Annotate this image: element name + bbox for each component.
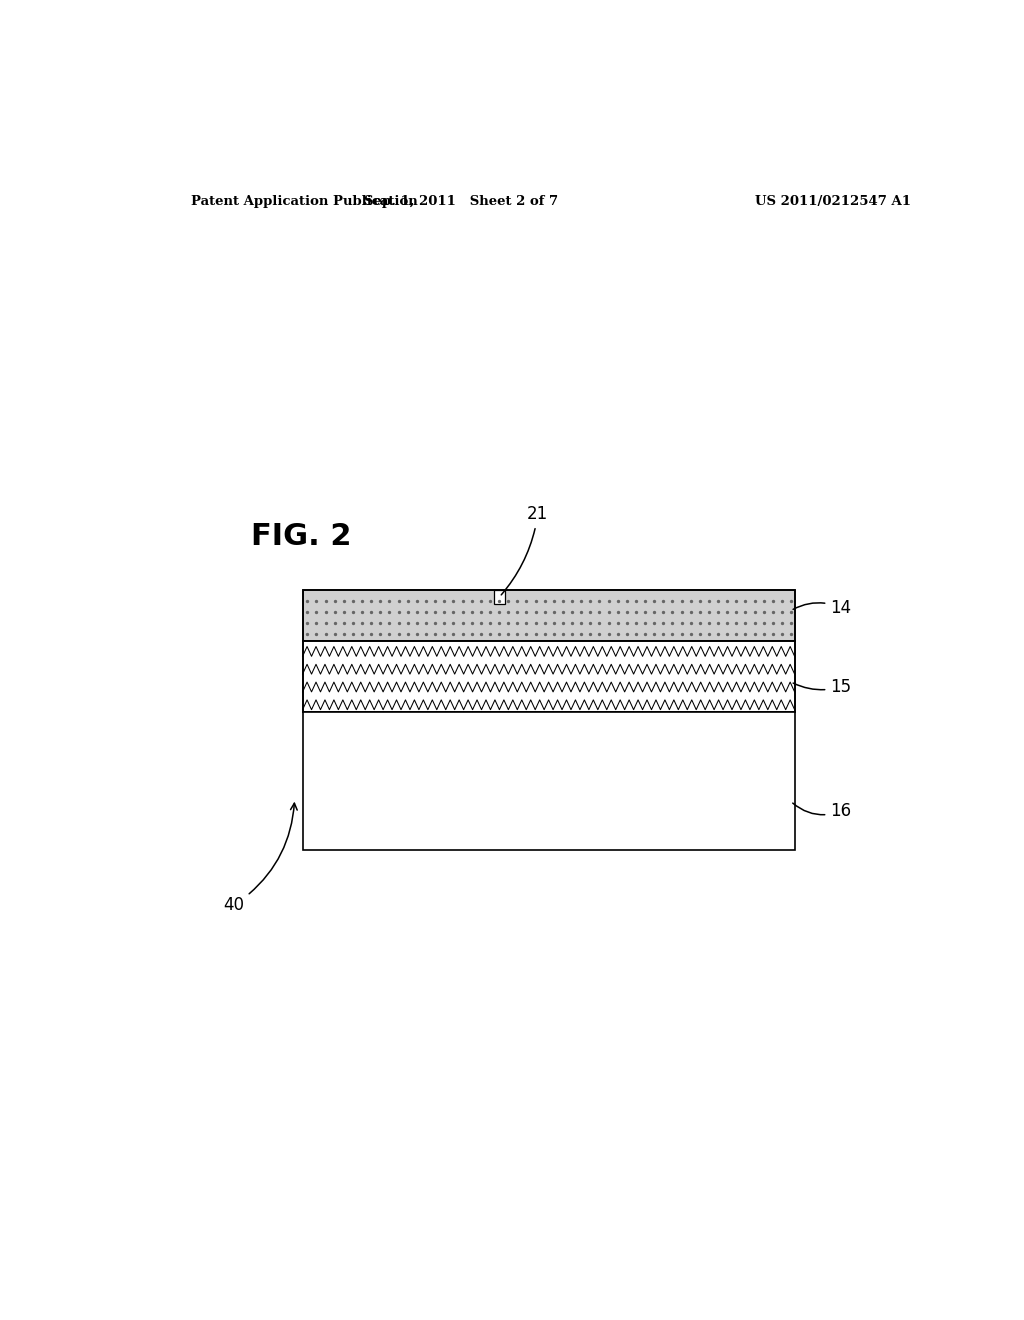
Text: FIG. 2: FIG. 2 <box>251 521 351 550</box>
Text: 16: 16 <box>793 803 852 821</box>
Text: Patent Application Publication: Patent Application Publication <box>191 194 418 207</box>
Text: 15: 15 <box>794 678 852 696</box>
Text: US 2011/0212547 A1: US 2011/0212547 A1 <box>755 194 911 207</box>
Bar <box>494 590 505 603</box>
Text: 21: 21 <box>501 506 549 595</box>
Bar <box>303 642 795 713</box>
Bar <box>303 590 795 642</box>
Bar <box>303 642 795 713</box>
Text: 40: 40 <box>223 803 297 915</box>
Bar <box>303 713 795 850</box>
Bar <box>303 590 795 642</box>
Text: 14: 14 <box>794 599 852 616</box>
Text: Sep. 1, 2011   Sheet 2 of 7: Sep. 1, 2011 Sheet 2 of 7 <box>365 194 558 207</box>
